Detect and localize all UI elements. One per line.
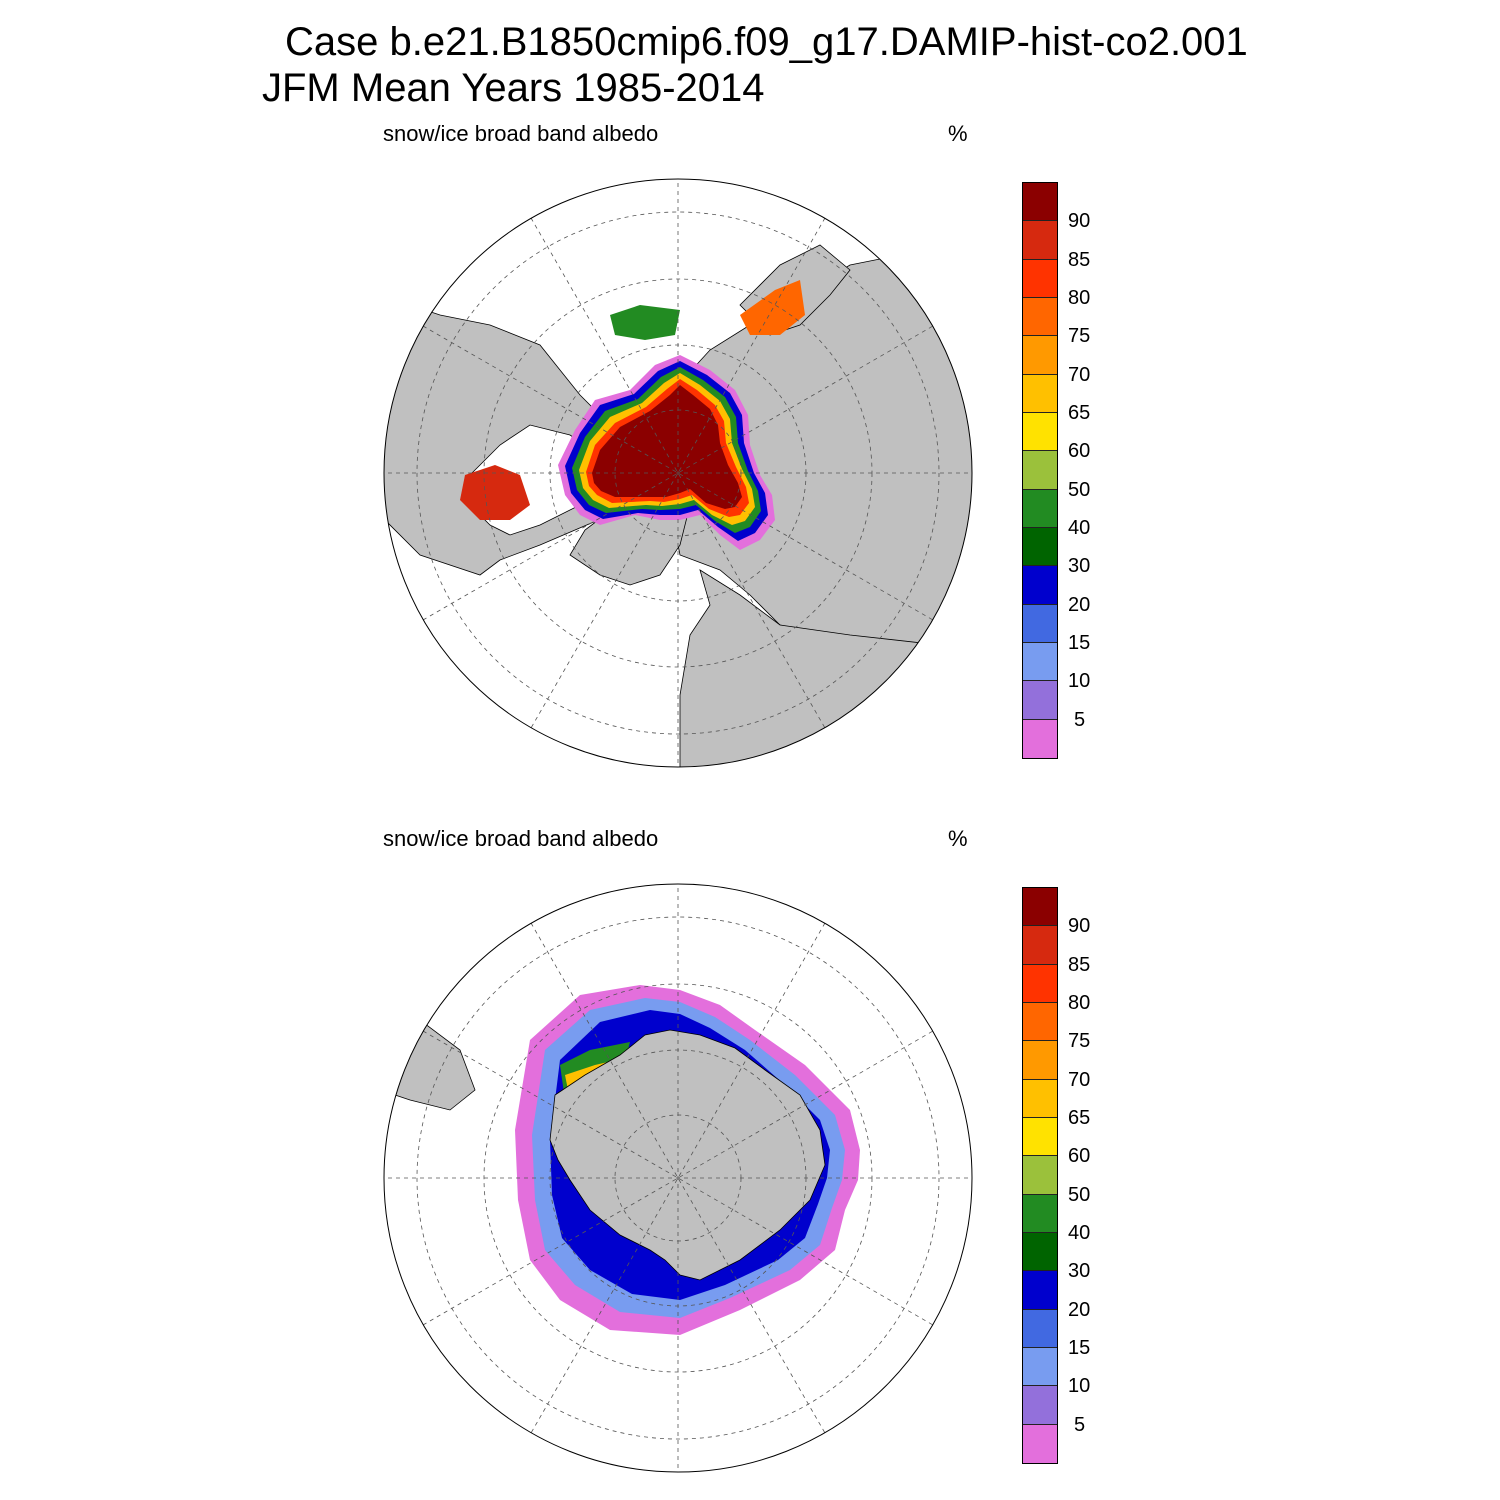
colorbar-tick-label: 80 — [1068, 286, 1091, 309]
colorbar-swatch — [1023, 719, 1057, 758]
graticule — [384, 179, 972, 767]
colorbar-tick-label: 85 — [1068, 953, 1091, 976]
colorbar-tick-label: 15 — [1068, 1336, 1091, 1359]
colorbar-tick-label: 70 — [1068, 363, 1091, 386]
colorbar-tick-label: 10 — [1068, 670, 1091, 693]
ice-okhotsk — [740, 280, 805, 335]
colorbar-tick-label: 30 — [1068, 1260, 1091, 1283]
colorbar-swatch — [1023, 926, 1057, 965]
colorbar-swatch — [1023, 1041, 1057, 1080]
panel-title-north: snow/ice broad band albedo — [383, 121, 659, 146]
colorbar-tick-label: 5 — [1074, 1413, 1086, 1436]
colorbar-tick-label: 50 — [1068, 478, 1091, 501]
colorbar-tick-label: 65 — [1068, 401, 1091, 424]
colorbar-swatch — [1023, 1079, 1057, 1118]
colorbar-swatch — [1023, 297, 1057, 337]
colorbar-tick-label: 50 — [1068, 1183, 1091, 1206]
colorbar-swatch — [1023, 221, 1057, 260]
landmass-antarctica — [549, 1029, 826, 1281]
colorbar-swatch — [1023, 1424, 1057, 1463]
colorbar-swatch — [1023, 183, 1057, 222]
colorbar-swatch — [1023, 1117, 1057, 1157]
south-polar-map — [383, 883, 973, 1473]
colorbar-tick-label: 85 — [1068, 248, 1091, 271]
north-polar-map — [383, 178, 973, 768]
colorbar-tick-label: 65 — [1068, 1106, 1091, 1129]
colorbar-tick-label: 60 — [1068, 440, 1091, 463]
figure-title-period: JFM Mean Years 1985-2014 — [262, 66, 765, 110]
ice-hudson-bay — [460, 465, 530, 520]
colorbar-swatch — [1023, 1309, 1057, 1348]
colorbar-tick-label: 40 — [1068, 516, 1091, 539]
colorbar-tick-label: 75 — [1068, 1030, 1091, 1053]
colorbar-tick-label: 80 — [1068, 991, 1091, 1014]
colorbar-swatch — [1023, 336, 1057, 375]
colorbar-swatch — [1023, 489, 1057, 528]
colorbar-tick-label: 70 — [1068, 1068, 1091, 1091]
panel-units-north: % — [948, 121, 968, 146]
colorbar-swatch — [1023, 1232, 1057, 1272]
colorbar-tick-label: 20 — [1068, 1298, 1091, 1321]
colorbar-swatch — [1023, 1156, 1057, 1195]
colorbar-swatch — [1023, 888, 1057, 927]
colorbar-swatch — [1023, 681, 1057, 720]
colorbar-swatch — [1023, 374, 1057, 413]
colorbar-tick-label: 75 — [1068, 325, 1091, 348]
colorbar-tick-label: 15 — [1068, 631, 1091, 654]
colorbar-swatch — [1023, 1194, 1057, 1233]
colorbar-tick-label: 90 — [1068, 915, 1091, 938]
colorbar-tick-label: 90 — [1068, 210, 1091, 233]
colorbar-south — [1022, 887, 1058, 1464]
colorbar-tick-label: 40 — [1068, 1221, 1091, 1244]
colorbar-tick-label: 30 — [1068, 555, 1091, 578]
sea-ice-field — [460, 280, 805, 550]
colorbar-north — [1022, 182, 1058, 759]
colorbar-tick-label: 60 — [1068, 1145, 1091, 1168]
colorbar-tick-label: 10 — [1068, 1375, 1091, 1398]
panel-units-south: % — [948, 826, 968, 851]
colorbar-swatch — [1023, 259, 1057, 298]
colorbar-swatch — [1023, 412, 1057, 452]
colorbar-tick-label: 20 — [1068, 593, 1091, 616]
colorbar-swatch — [1023, 566, 1057, 605]
graticule — [384, 884, 972, 1472]
colorbar-swatch — [1023, 1002, 1057, 1042]
colorbar-swatch — [1023, 964, 1057, 1003]
panel-title-south: snow/ice broad band albedo — [383, 826, 659, 851]
colorbar-swatch — [1023, 642, 1057, 682]
colorbar-tick-label: 5 — [1074, 708, 1086, 731]
landmass-north-america — [384, 294, 641, 576]
colorbar-swatch — [1023, 1271, 1057, 1310]
colorbar-swatch — [1023, 1347, 1057, 1387]
colorbar-swatch — [1023, 1386, 1057, 1425]
colorbar-swatch — [1023, 527, 1057, 567]
ice-bering — [610, 305, 680, 340]
figure-title-case: Case b.e21.B1850cmip6.f09_g17.DAMIP-hist… — [285, 20, 1248, 64]
colorbar-swatch — [1023, 604, 1057, 643]
colorbar-swatch — [1023, 451, 1057, 490]
